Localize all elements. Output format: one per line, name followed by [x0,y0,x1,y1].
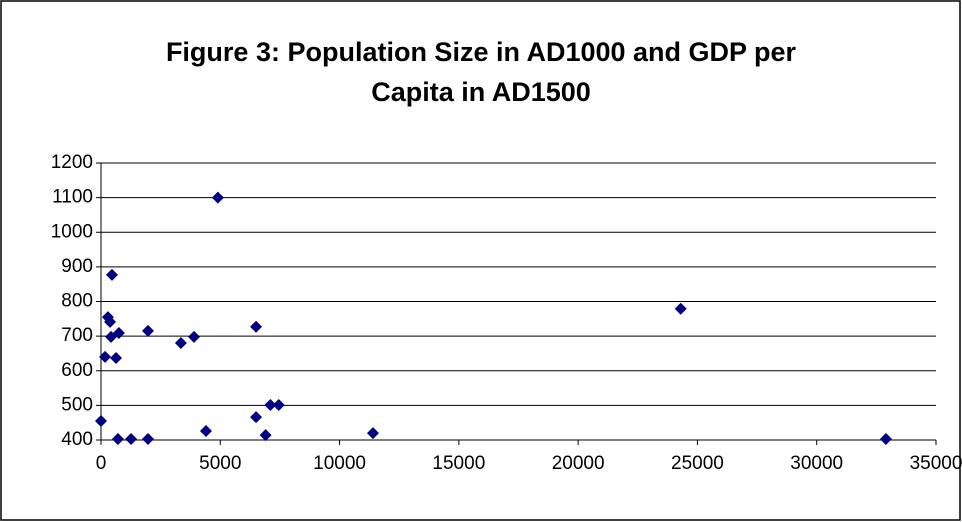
scatter-point [104,315,117,328]
scatter-point [125,432,138,445]
scatter-point [95,414,107,427]
scatter-point [259,429,272,442]
scatter-point [272,399,285,412]
scatter-point [211,191,224,204]
y-tick-label: 800 [61,291,93,312]
y-tick-label: 1000 [51,221,93,242]
x-tick-label: 30000 [790,453,843,474]
chart-title: Figure 3: Population Size in AD1000 and … [165,37,797,107]
y-tick-label: 700 [61,325,93,346]
x-tick-label: 20000 [552,453,605,474]
y-tick-label: 400 [61,429,93,450]
x-tick-label: 10000 [313,453,366,474]
y-tick-label: 500 [61,394,93,415]
scatter-point [264,399,277,412]
scatter-point [141,324,154,337]
scatter-point [674,302,687,315]
scatter-point [250,411,263,424]
x-tick-label: 35000 [910,453,962,474]
scatter-point [112,327,125,340]
scatter-point [141,432,154,445]
y-tick-label: 1100 [52,187,93,208]
scatter-point [188,330,201,343]
scatter-point [99,350,112,363]
x-tick-label: 5000 [199,453,241,474]
y-tick-label: 900 [61,256,93,277]
scatter-point [111,432,124,445]
scatter-point [879,432,892,445]
scatter-point [250,320,263,333]
x-tick-label: 15000 [432,453,485,474]
x-tick-label: 25000 [671,453,724,474]
scatter-point [199,424,212,437]
scatter-point [110,351,123,364]
y-tick-label: 600 [61,360,93,381]
scatter-point [105,268,118,281]
scatter-point [174,337,187,350]
y-tick-label: 1200 [51,152,93,173]
x-tick-label: 0 [96,453,107,474]
scatter-point [366,427,379,440]
